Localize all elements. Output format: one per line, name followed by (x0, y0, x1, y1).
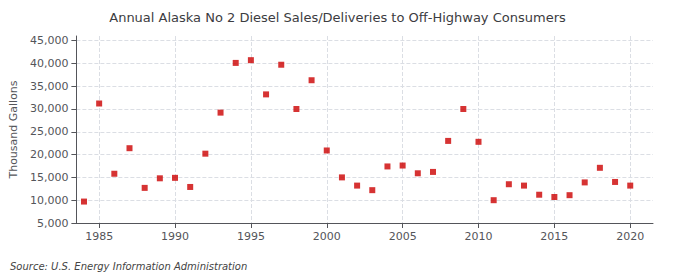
svg-text:10,000: 10,000 (30, 194, 69, 207)
svg-text:15,000: 15,000 (30, 171, 69, 184)
svg-text:2020: 2020 (616, 230, 644, 243)
svg-text:1990: 1990 (161, 230, 189, 243)
svg-text:2005: 2005 (389, 230, 417, 243)
svg-text:Annual Alaska No 2 Diesel Sale: Annual Alaska No 2 Diesel Sales/Deliveri… (109, 10, 566, 25)
svg-text:35,000: 35,000 (30, 80, 69, 93)
svg-text:1985: 1985 (85, 230, 113, 243)
svg-text:25,000: 25,000 (30, 125, 69, 138)
svg-text:40,000: 40,000 (30, 57, 69, 70)
svg-text:20,000: 20,000 (30, 148, 69, 161)
svg-text:2015: 2015 (540, 230, 568, 243)
svg-text:1995: 1995 (237, 230, 265, 243)
svg-text:2000: 2000 (313, 230, 341, 243)
svg-text:45,000: 45,000 (30, 34, 69, 47)
svg-text:2010: 2010 (464, 230, 492, 243)
svg-text:Thousand Gallons: Thousand Gallons (7, 80, 20, 179)
svg-text:30,000: 30,000 (30, 102, 69, 115)
svg-text:Source: U.S. Energy Informatio: Source: U.S. Energy Information Administ… (10, 261, 247, 272)
svg-text:5,000: 5,000 (37, 217, 69, 230)
